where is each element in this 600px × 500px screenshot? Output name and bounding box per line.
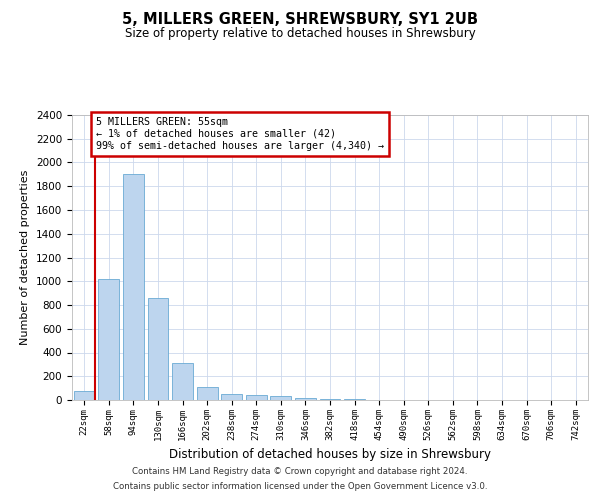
Text: Contains public sector information licensed under the Open Government Licence v3: Contains public sector information licen… xyxy=(113,482,487,491)
X-axis label: Distribution of detached houses by size in Shrewsbury: Distribution of detached houses by size … xyxy=(169,448,491,461)
Text: 5, MILLERS GREEN, SHREWSBURY, SY1 2UB: 5, MILLERS GREEN, SHREWSBURY, SY1 2UB xyxy=(122,12,478,28)
Bar xyxy=(197,387,218,400)
Bar xyxy=(98,279,119,400)
Bar xyxy=(172,362,193,400)
Bar xyxy=(320,399,340,400)
Bar xyxy=(271,396,292,400)
Bar xyxy=(221,394,242,400)
Text: Size of property relative to detached houses in Shrewsbury: Size of property relative to detached ho… xyxy=(125,28,475,40)
Y-axis label: Number of detached properties: Number of detached properties xyxy=(20,170,31,345)
Bar xyxy=(74,391,95,400)
Bar xyxy=(295,398,316,400)
Text: Contains HM Land Registry data © Crown copyright and database right 2024.: Contains HM Land Registry data © Crown c… xyxy=(132,467,468,476)
Bar xyxy=(123,174,144,400)
Text: 5 MILLERS GREEN: 55sqm
← 1% of detached houses are smaller (42)
99% of semi-deta: 5 MILLERS GREEN: 55sqm ← 1% of detached … xyxy=(96,118,384,150)
Bar xyxy=(148,298,169,400)
Bar xyxy=(246,394,267,400)
